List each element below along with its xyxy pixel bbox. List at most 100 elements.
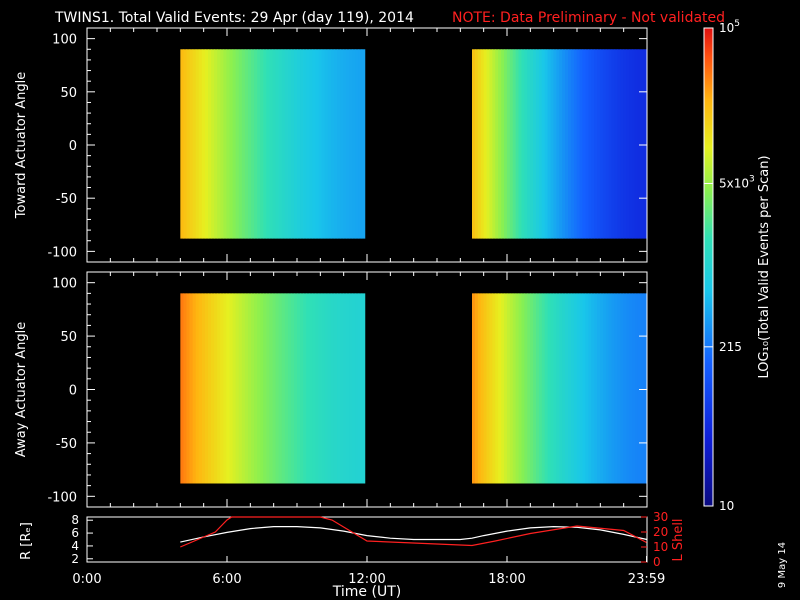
heatmap-cell xyxy=(477,49,482,239)
x-tick-label: 23:59 xyxy=(628,572,665,587)
heatmap-cell xyxy=(312,49,317,239)
y-tick-label: 100 xyxy=(52,33,77,48)
heatmap-cell xyxy=(278,293,283,484)
heatmap-cells xyxy=(180,49,648,239)
heatmap-cell xyxy=(340,49,344,239)
heatmap-cell xyxy=(588,49,592,239)
heatmap-cell xyxy=(275,49,280,239)
y-axis-label: Away Actuator Angle xyxy=(14,322,29,457)
y-tick-label: 10 xyxy=(653,540,668,554)
heatmap-cell xyxy=(263,293,267,484)
heatmap-cell xyxy=(294,293,298,484)
heatmap-cell xyxy=(211,49,215,239)
heatmap-cell xyxy=(521,49,525,239)
heatmap-cell xyxy=(247,293,252,484)
heatmap-cell xyxy=(474,293,479,484)
heatmap-cell xyxy=(599,293,604,484)
heatmap-cell xyxy=(582,293,587,484)
heatmap-cell xyxy=(550,49,555,239)
heatmap-cell xyxy=(250,49,255,239)
heatmap-cell xyxy=(272,49,277,239)
heatmap-cell xyxy=(533,293,537,484)
heatmap-cell xyxy=(605,49,610,239)
heatmap-cell xyxy=(321,293,326,484)
heatmap-cell xyxy=(241,49,246,239)
heatmap-cell xyxy=(585,49,589,239)
heatmap-cell xyxy=(527,49,531,239)
heatmap-cell xyxy=(629,49,633,239)
heatmap-cell xyxy=(290,49,295,239)
heatmap-cell xyxy=(614,49,619,239)
heatmap-cell xyxy=(472,49,476,239)
heatmap-cell xyxy=(254,49,258,239)
heatmap-cell xyxy=(611,293,616,484)
heatmap-cell xyxy=(489,49,493,239)
heatmap-cell xyxy=(275,293,280,484)
heatmap-cell xyxy=(643,293,648,484)
heatmap-cell xyxy=(352,49,357,239)
y-tick-label: 0 xyxy=(69,139,77,154)
heatmap-cell xyxy=(634,49,639,239)
heatmap-cell xyxy=(254,293,258,484)
heatmap-cell xyxy=(361,293,366,484)
heatmap-cell xyxy=(506,293,511,484)
heatmap-cell xyxy=(204,49,209,239)
heatmap-cell xyxy=(278,49,283,239)
heatmap-cell xyxy=(327,49,332,239)
heatmap-cell xyxy=(211,293,215,484)
heatmap-cell xyxy=(290,293,295,484)
heatmap-cell xyxy=(287,293,292,484)
heatmap-cell xyxy=(269,49,274,239)
heatmap-cell xyxy=(272,293,277,484)
y-axis-label-left: R [Rₑ] xyxy=(19,522,34,560)
heatmap-cell xyxy=(626,49,630,239)
preliminary-note: NOTE: Data Preliminary - Not validated xyxy=(452,10,725,26)
heatmap-cell xyxy=(527,293,531,484)
heatmap-cell xyxy=(281,293,286,484)
heatmap-cell xyxy=(358,293,363,484)
heatmap-cell xyxy=(235,49,240,239)
heatmap-cell xyxy=(349,293,353,484)
chart-title: TWINS1. Total Valid Events: 29 Apr (day … xyxy=(54,10,414,26)
heatmap-cell xyxy=(189,49,194,239)
heatmap-cell xyxy=(541,293,546,484)
heatmap-cell xyxy=(576,293,581,484)
heatmap-cell xyxy=(180,293,184,484)
heatmap-cell xyxy=(553,293,557,484)
heatmap-cell xyxy=(597,293,601,484)
colorbar-tick-label: 10 xyxy=(719,499,734,513)
heatmap-cell xyxy=(573,49,578,239)
x-tick-label: 18:00 xyxy=(488,572,525,587)
heatmap-cell xyxy=(495,49,499,239)
heatmap-cell xyxy=(229,293,234,484)
heatmap-cell xyxy=(189,293,194,484)
heatmap-cell xyxy=(620,293,624,484)
heatmap-cell xyxy=(217,49,221,239)
heatmap-cell xyxy=(524,49,528,239)
colorbar: 105 5x103 215 10 LOG₁₀(Total Valid Events p… xyxy=(703,19,772,513)
heatmap-cell xyxy=(241,293,246,484)
heatmap-cell xyxy=(617,293,621,484)
heatmap-cell xyxy=(330,293,335,484)
heatmap-cell xyxy=(623,49,627,239)
heatmap-cell xyxy=(361,49,366,239)
heatmap-cell xyxy=(562,293,566,484)
heatmap-cell xyxy=(324,49,329,239)
heatmap-cell xyxy=(186,49,191,239)
heatmap-cell xyxy=(617,49,621,239)
heatmap-cell xyxy=(281,49,286,239)
heatmap-cell xyxy=(579,49,584,239)
heatmap-cells xyxy=(180,293,648,484)
heatmap-cell xyxy=(486,49,491,239)
y-tick-label: 100 xyxy=(52,277,77,292)
heatmap-cell xyxy=(626,293,630,484)
heatmap-cell xyxy=(349,49,353,239)
heatmap-cell xyxy=(183,293,188,484)
heatmap-cell xyxy=(608,49,613,239)
heatmap-cell xyxy=(315,293,320,484)
heatmap-cell xyxy=(518,49,523,239)
heatmap-cell xyxy=(312,293,317,484)
heatmap-cell xyxy=(260,293,264,484)
